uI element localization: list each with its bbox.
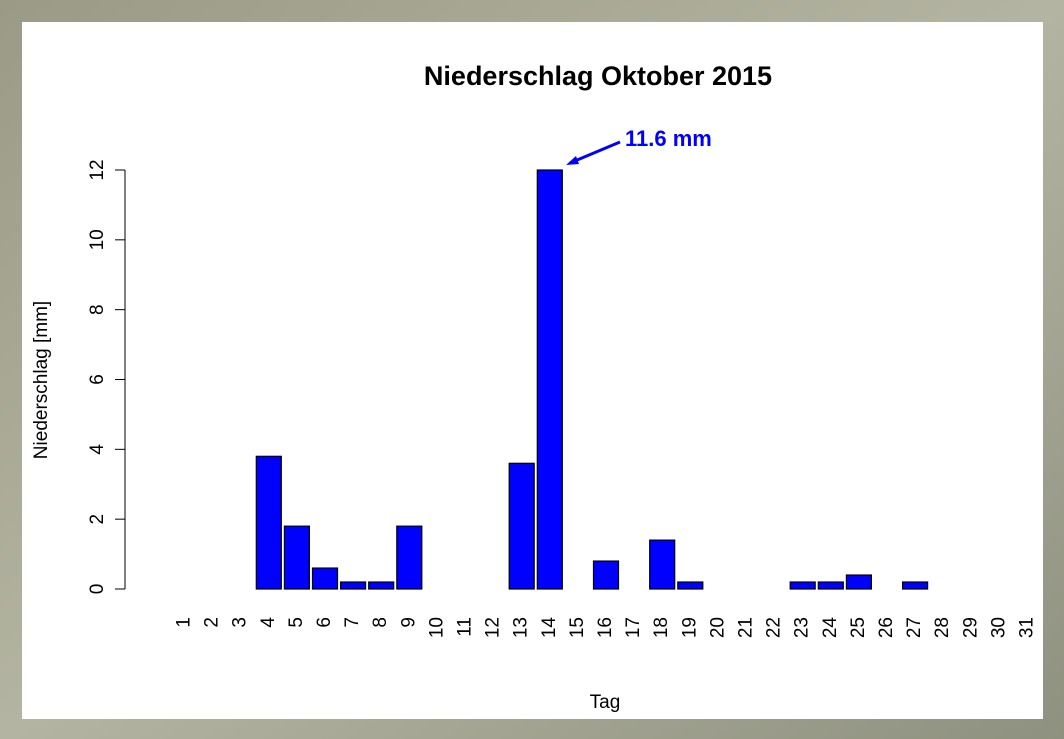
y-tick-label: 10 [87, 229, 108, 250]
y-tick-label: 8 [87, 304, 108, 315]
bar [846, 575, 871, 589]
bar [537, 170, 562, 589]
y-tick-label: 0 [87, 584, 108, 595]
y-tick-label: 4 [87, 444, 108, 455]
y-axis-label: Niederschlag [mm] [31, 301, 52, 459]
chart: Niederschlag Oktober 2015 Tag Niederschl… [0, 0, 1064, 739]
x-tick-label: 10 [426, 617, 447, 638]
bar [313, 568, 338, 589]
x-tick-label: 12 [483, 617, 504, 638]
x-tick-label: 21 [736, 617, 757, 638]
bar [678, 582, 703, 589]
bar [397, 526, 422, 589]
x-tick-label: 5 [286, 617, 307, 628]
x-tick-label: 19 [679, 617, 700, 638]
annotation: 11.6 mm [625, 126, 712, 151]
panel [22, 22, 1043, 719]
x-tick-label: 27 [904, 617, 925, 638]
page: {"chart_data": {"type": "bar", "title": … [0, 0, 1064, 739]
bar [284, 526, 309, 589]
x-tick-label: 24 [820, 617, 841, 639]
x-tick-label: 30 [988, 617, 1009, 638]
x-axis-label: Tag [590, 692, 621, 713]
x-tick-label: 25 [848, 617, 869, 638]
x-tick-label: 9 [398, 617, 419, 628]
bar [903, 582, 928, 589]
x-tick-label: 4 [258, 617, 279, 628]
bar [650, 540, 675, 589]
x-tick-label: 15 [567, 617, 588, 638]
x-tick-label: 2 [202, 617, 223, 628]
x-tick-label: 29 [960, 617, 981, 638]
x-tick-label: 26 [876, 617, 897, 638]
bar [818, 582, 843, 589]
bar [341, 582, 366, 589]
x-tick-label: 8 [370, 617, 391, 628]
y-tick-label: 2 [87, 514, 108, 525]
bar [790, 582, 815, 589]
x-tick-label: 18 [651, 617, 672, 638]
bar [594, 561, 619, 589]
x-tick-label: 31 [1017, 617, 1038, 638]
x-tick-label: 20 [707, 617, 728, 638]
y-tick-label: 6 [87, 374, 108, 385]
x-tick-label: 7 [342, 617, 363, 628]
bar [369, 582, 394, 589]
x-tick-label: 28 [932, 617, 953, 638]
x-tick-label: 11 [455, 617, 476, 637]
x-tick-label: 22 [764, 617, 785, 638]
x-tick-label: 3 [230, 617, 251, 628]
x-tick-label: 13 [511, 617, 532, 638]
x-tick-label: 6 [314, 617, 335, 628]
y-tick-label: 12 [87, 159, 108, 180]
x-tick-label: 1 [174, 617, 195, 628]
bar [256, 456, 281, 589]
bar [509, 463, 534, 589]
x-tick-label: 16 [595, 617, 616, 638]
x-tick-label: 17 [623, 617, 644, 638]
x-tick-label: 14 [539, 617, 560, 639]
x-tick-label: 23 [792, 617, 813, 638]
chart-title: Niederschlag Oktober 2015 [424, 61, 772, 91]
